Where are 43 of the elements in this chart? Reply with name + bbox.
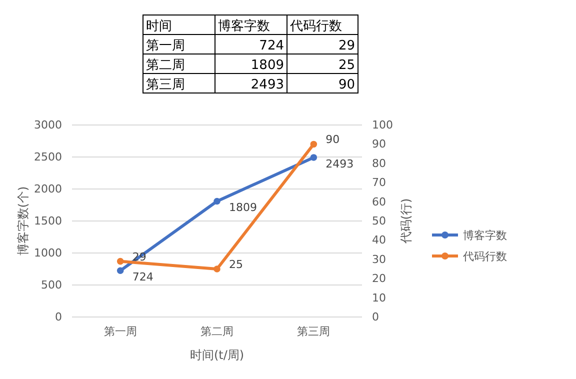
data-label: 25	[229, 258, 243, 271]
y2-tick-label: 0	[372, 310, 379, 324]
y-tick-label: 3000	[34, 118, 62, 132]
x-tick-label: 第二周	[200, 324, 234, 338]
y-tick-label: 500	[41, 278, 62, 292]
data-label: 724	[132, 270, 154, 284]
text: 724	[259, 38, 284, 54]
y2-tick-label: 50	[372, 214, 386, 228]
y2-tick-label: 10	[372, 291, 386, 304]
y-tick-label: 1000	[34, 246, 62, 260]
y-axis-title: 博客字数(个)	[16, 186, 30, 256]
y2-tick-label: 30	[372, 252, 386, 266]
y2-axis-title: 代码(行)	[399, 198, 413, 245]
category-label: 第一周	[146, 38, 185, 54]
text: 2493	[250, 78, 284, 92]
x-axis-title: 时间(t/周)	[190, 348, 244, 362]
x-tick-label: 第一周	[104, 324, 137, 338]
y2-tick-label: 70	[372, 176, 386, 190]
data-label: 90	[326, 133, 340, 146]
y2-tick-label: 100	[372, 118, 393, 132]
y2-tick-label: 90	[372, 138, 386, 151]
text: 博客字数	[218, 19, 270, 34]
data-label: 1809	[229, 201, 257, 214]
y-tick-label: 2000	[34, 182, 62, 196]
y2-tick-label: 60	[372, 195, 386, 208]
x-tick-label: 第三周	[297, 324, 330, 338]
y2-tick-label: 80	[372, 156, 386, 170]
y-tick-label: 2500	[34, 150, 62, 164]
legend-label: 博客字数	[463, 229, 507, 242]
text: 代码行数	[290, 19, 342, 34]
category-label: 第二周	[146, 58, 185, 73]
category-label: 第三周	[146, 78, 185, 92]
y2-tick-label: 20	[372, 272, 386, 286]
text: 90	[338, 78, 355, 92]
data-label: 2493	[326, 157, 354, 170]
y-tick-label: 1500	[34, 214, 62, 228]
text: 1809	[250, 58, 284, 73]
text: 29	[338, 38, 355, 54]
text: 时间	[146, 19, 172, 34]
y2-tick-label: 40	[372, 234, 386, 247]
legend-label: 代码行数	[462, 250, 507, 263]
y-tick-label: 0	[55, 310, 62, 324]
text: 25	[338, 58, 355, 73]
